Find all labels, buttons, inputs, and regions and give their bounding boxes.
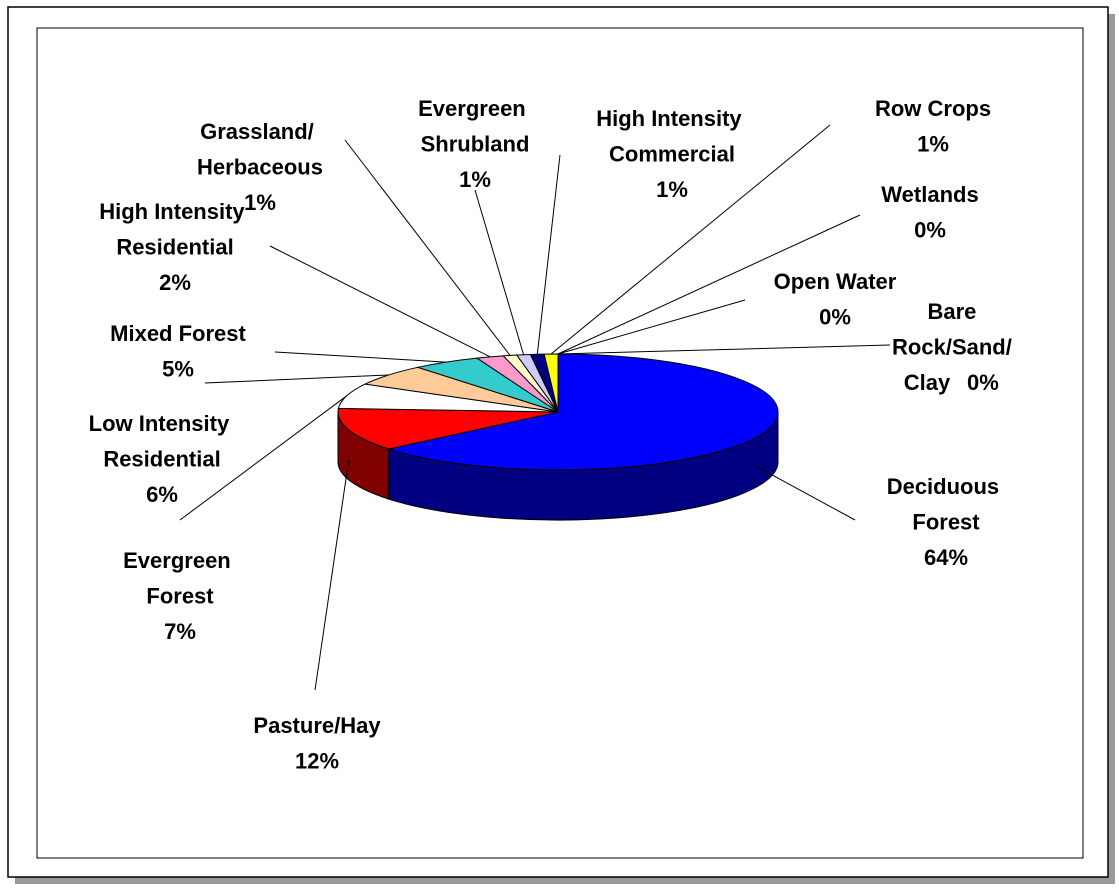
value-label: 1%	[917, 131, 949, 156]
leader-line	[314, 459, 350, 691]
value-label: 2%	[159, 270, 191, 295]
category-label: High Intensity Residential	[99, 199, 251, 260]
pie-slice	[337, 407, 559, 450]
category-label: Deciduous Forest	[887, 474, 1006, 535]
value-label: 0%	[967, 370, 999, 395]
leader-line	[557, 344, 891, 355]
value-label: 0%	[819, 304, 851, 329]
value-label: 1%	[244, 190, 276, 215]
value-label: 12%	[295, 748, 339, 773]
category-label: Low Intensity Residential	[89, 411, 236, 472]
category-label: Wetlands	[881, 182, 978, 207]
leader-line	[557, 299, 746, 355]
value-label: 7%	[164, 619, 196, 644]
category-label: Grassland/ Herbaceous	[197, 119, 323, 180]
category-label: Evergreen Forest	[123, 548, 237, 609]
pie-slice	[386, 353, 779, 471]
value-label: 64%	[924, 545, 968, 570]
value-label: 1%	[459, 167, 491, 192]
leader-line	[536, 154, 561, 355]
category-label: Bare Rock/Sand/ Clay	[892, 299, 1018, 395]
category-label: Pasture/Hay	[253, 713, 381, 738]
value-label: 5%	[162, 356, 194, 381]
leader-line	[269, 245, 491, 358]
category-label: Mixed Forest	[110, 321, 246, 346]
category-label: Evergreen Shrubland	[418, 96, 532, 157]
leader-line	[756, 466, 856, 521]
value-label: 6%	[146, 482, 178, 507]
category-label: Open Water	[774, 269, 897, 294]
category-label: Row Crops	[875, 96, 991, 121]
category-label: High Intensity Commercial	[596, 106, 748, 167]
value-label: 1%	[656, 177, 688, 202]
leader-line	[179, 395, 348, 521]
value-label: 0%	[914, 217, 946, 242]
leader-line	[204, 374, 389, 384]
leader-line	[557, 214, 861, 355]
leader-line	[344, 139, 511, 356]
leader-line	[474, 189, 525, 355]
leader-line	[274, 351, 447, 363]
leader-line	[550, 124, 831, 355]
